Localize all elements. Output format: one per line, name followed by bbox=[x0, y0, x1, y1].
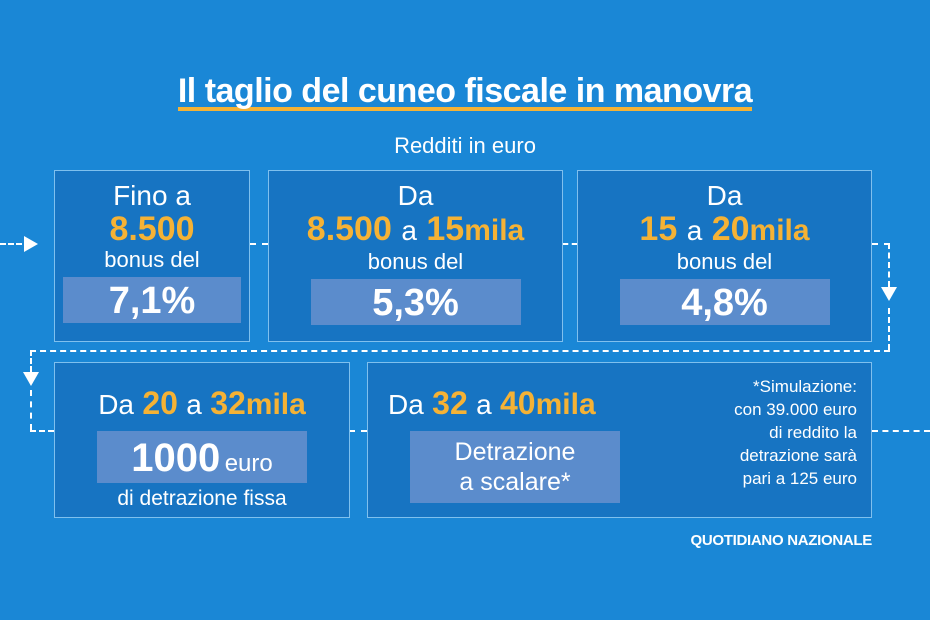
deduction-value: 1000 bbox=[131, 436, 221, 480]
box-label: Da bbox=[706, 180, 743, 211]
bracket-box-1: Fino a 8.500 bonus del 7,1% bbox=[54, 170, 250, 342]
connector-left-down bbox=[30, 350, 32, 372]
bracket-box-5: Da 32 a 40mila Detrazione a scalare* *Si… bbox=[367, 362, 872, 518]
arrow-right-icon bbox=[24, 236, 38, 252]
box-label: Fino a bbox=[113, 180, 191, 211]
brand-logo: QUOTIDIANO NAZIONALE bbox=[690, 532, 873, 549]
connector-row2-out bbox=[872, 430, 930, 432]
range: Da 20 a 32mila bbox=[98, 385, 306, 421]
deduction-unit: euro bbox=[224, 450, 273, 477]
range: 8.500 a 15mila bbox=[306, 210, 525, 248]
connector-row2-in bbox=[30, 430, 54, 432]
bonus-label: bonus del bbox=[104, 247, 200, 272]
bonus-percent: 4,8% bbox=[619, 279, 830, 325]
connector-right-down bbox=[888, 243, 890, 287]
bonus-percent: 5,3% bbox=[310, 279, 521, 325]
sliding-deduction-box: Detrazione a scalare* bbox=[410, 431, 620, 503]
range: Da 32 a 40mila bbox=[388, 385, 596, 421]
connector-right-out bbox=[872, 243, 890, 245]
connector-1-2 bbox=[250, 243, 268, 245]
range: 15 a 20mila bbox=[639, 210, 810, 248]
connector-left-row2 bbox=[30, 390, 32, 430]
bracket-box-4: Da 20 a 32mila 1000 euro di detrazione f… bbox=[54, 362, 350, 518]
connector-row2-mid bbox=[349, 430, 367, 432]
arrow-down-icon bbox=[23, 372, 39, 386]
box-label: Da bbox=[397, 180, 434, 211]
deduction-value-box: 1000 euro bbox=[97, 431, 307, 483]
arrow-down-icon bbox=[881, 287, 897, 301]
sliding-deduction-line-2: a scalare* bbox=[459, 468, 571, 496]
connector-return-right bbox=[888, 308, 890, 350]
bracket-box-3: Da 15 a 20mila bonus del 4,8% bbox=[577, 170, 872, 342]
connector-return bbox=[30, 350, 890, 352]
deduction-caption: di detrazione fissa bbox=[117, 487, 287, 510]
subtitle: Redditi in euro bbox=[394, 133, 536, 158]
connector-left-in bbox=[0, 243, 22, 245]
simulation-note: *Simulazione: con 39.000 euro di reddito… bbox=[734, 377, 857, 488]
sliding-deduction-line-1: Detrazione bbox=[454, 438, 576, 466]
bonus-label: bonus del bbox=[676, 249, 773, 274]
connector-2-3 bbox=[563, 243, 577, 245]
bracket-box-2: Da 8.500 a 15mila bonus del 5,3% bbox=[268, 170, 563, 342]
amount: 8.500 bbox=[109, 210, 195, 248]
bonus-percent: 7,1% bbox=[63, 277, 241, 323]
page-title: Il taglio del cuneo fiscale in manovra bbox=[177, 72, 753, 111]
bonus-label: bonus del bbox=[367, 249, 464, 274]
